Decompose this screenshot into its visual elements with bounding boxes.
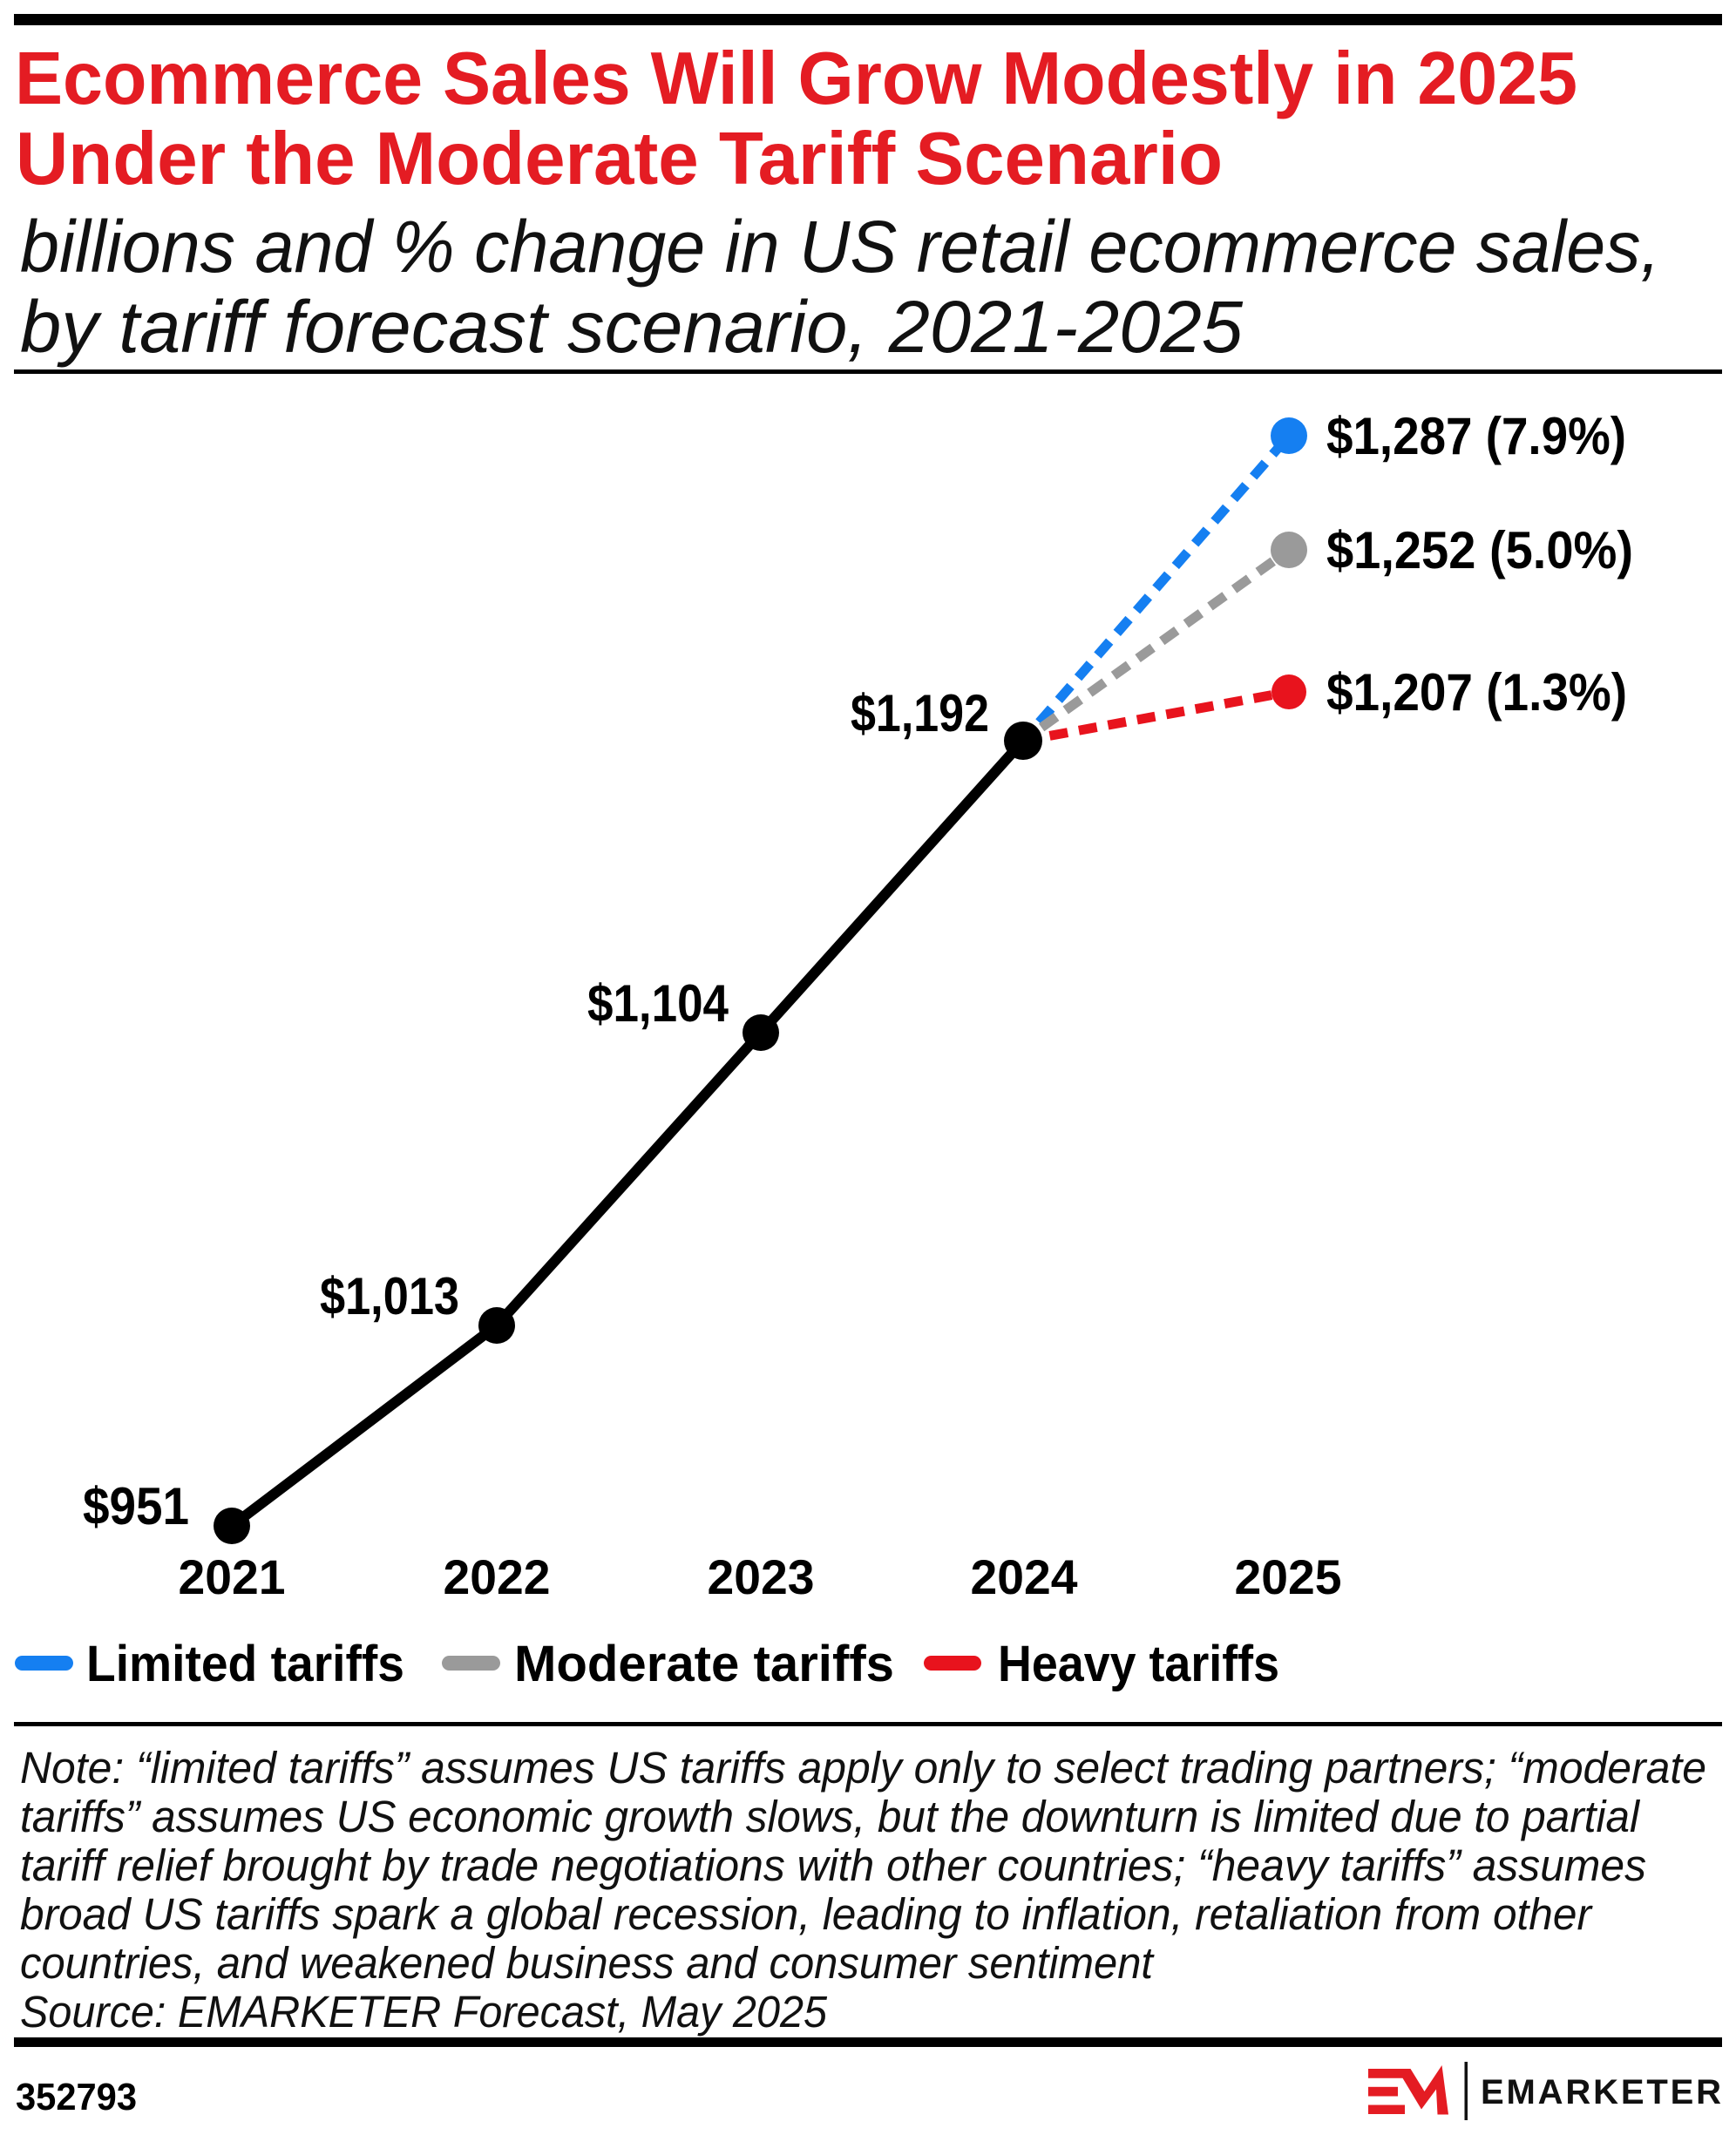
svg-text:2022: 2022: [444, 1549, 551, 1604]
svg-text:$1,192: $1,192: [851, 684, 989, 742]
svg-text:2025: 2025: [1235, 1549, 1342, 1604]
svg-text:2021: 2021: [179, 1549, 286, 1604]
svg-text:EMARKETER: EMARKETER: [1481, 2073, 1721, 2111]
svg-text:2023: 2023: [708, 1549, 815, 1604]
svg-text:tariff relief brought by trade: tariff relief brought by trade negotiati…: [20, 1840, 1646, 1890]
svg-text:$1,287 (7.9%): $1,287 (7.9%): [1326, 407, 1626, 465]
svg-text:countries, and weakened busine: countries, and weakened business and con…: [20, 1938, 1155, 1988]
svg-text:billions and % change in US re: billions and % change in US retail ecomm…: [20, 206, 1660, 288]
svg-text:by tariff forecast scenario, 2: by tariff forecast scenario, 2021-2025: [20, 286, 1243, 368]
svg-text:Under the Moderate Tariff Scen: Under the Moderate Tariff Scenario: [16, 118, 1223, 200]
svg-text:$1,252 (5.0%): $1,252 (5.0%): [1326, 521, 1633, 580]
svg-text:Moderate tariffs: Moderate tariffs: [514, 1636, 894, 1692]
svg-text:Ecommerce Sales Will Grow Mode: Ecommerce Sales Will Grow Modestly in 20…: [15, 37, 1577, 120]
svg-text:broad US tariffs spark a globa: broad US tariffs spark a global recessio…: [20, 1889, 1593, 1939]
svg-text:2024: 2024: [971, 1549, 1078, 1604]
svg-text:$1,207 (1.3%): $1,207 (1.3%): [1326, 663, 1627, 722]
svg-text:$951: $951: [83, 1477, 189, 1535]
svg-text:Heavy tariffs: Heavy tariffs: [998, 1636, 1279, 1692]
svg-text:Source: EMARKETER Forecast, Ma: Source: EMARKETER Forecast, May 2025: [20, 1987, 828, 2037]
svg-text:352793: 352793: [16, 2076, 137, 2118]
svg-text:Limited tariffs: Limited tariffs: [86, 1636, 404, 1692]
svg-text:$1,104: $1,104: [587, 974, 729, 1033]
svg-text:Note: “limited tariffs” assume: Note: “limited tariffs” assumes US tarif…: [20, 1743, 1706, 1793]
svg-text:$1,013: $1,013: [320, 1267, 459, 1325]
svg-text:tariffs” assumes US economic g: tariffs” assumes US economic growth slow…: [20, 1792, 1641, 1841]
